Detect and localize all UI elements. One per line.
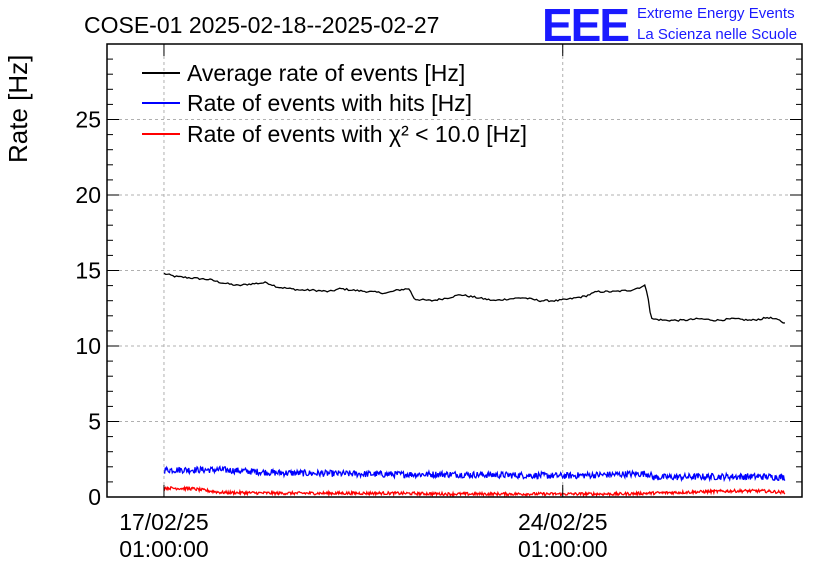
series-line-1 — [163, 272, 785, 324]
legend-label-2: Rate of events with hits [Hz] — [187, 90, 472, 116]
y-tick-label: 15 — [75, 258, 101, 284]
legend-label-3: Rate of events with χ² < 10.0 [Hz] — [187, 121, 527, 147]
chart-title: COSE-01 2025-02-18--2025-02-27 — [84, 12, 439, 38]
eee-logo-line2: La Scienza nelle Scuole — [637, 26, 797, 43]
series-line-3 — [163, 485, 786, 498]
y-tick-label: 0 — [88, 484, 101, 510]
y-tick-label: 25 — [75, 107, 101, 133]
axes: 051015202517/02/2501:00:0024/02/2501:00:… — [75, 43, 803, 562]
y-axis-label: Rate [Hz] — [3, 55, 33, 163]
y-tick-label: 5 — [88, 409, 101, 435]
x-tick-time: 01:00:00 — [119, 536, 209, 562]
x-tick-date: 17/02/25 — [119, 509, 209, 535]
y-tick-label: 10 — [75, 333, 101, 359]
x-tick-date: 24/02/25 — [518, 509, 608, 535]
series-layer — [163, 272, 786, 498]
legend: Average rate of events [Hz] Rate of event… — [142, 60, 527, 147]
eee-logo: EEE Extreme Energy Events La Scienza nel… — [542, 0, 797, 51]
legend-label-1: Average rate of events [Hz] — [187, 60, 465, 86]
series-line-2 — [163, 465, 786, 483]
eee-logo-mark: EEE — [542, 0, 628, 51]
x-tick-time: 01:00:00 — [518, 536, 608, 562]
eee-logo-line1: Extreme Energy Events — [637, 5, 795, 22]
y-tick-label: 20 — [75, 182, 101, 208]
grid-lines — [107, 44, 802, 497]
